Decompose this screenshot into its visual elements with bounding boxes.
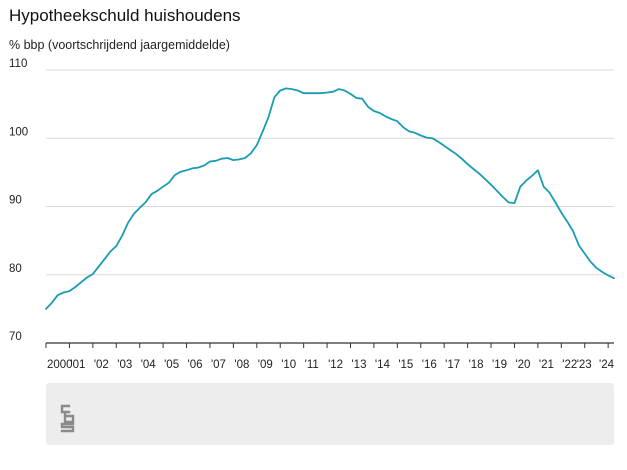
x-tick-label: '12: [328, 359, 343, 371]
chart-title: Hypotheekschuld huishoudens: [9, 6, 241, 25]
y-tick-label: 90: [9, 195, 22, 207]
x-tick-label: '07: [211, 359, 226, 371]
x-tick-label: '03: [117, 359, 132, 371]
y-axis-tick-labels: 70 80 90 100 110: [9, 58, 28, 343]
x-tick-label: '02: [94, 359, 109, 371]
x-tick-label: '23: [577, 359, 592, 371]
series-lines: [45, 87, 615, 310]
x-tick-label: '14: [375, 359, 391, 371]
x-tick-label: '21: [539, 359, 554, 371]
x-tick-label: '19: [492, 359, 507, 371]
x-tick-label: '05: [164, 359, 179, 371]
y-tick-label: 110: [9, 58, 27, 70]
x-tick-label: '01: [70, 359, 85, 371]
x-tick-label: 2000: [47, 359, 73, 371]
y-tick-label: 80: [9, 263, 22, 275]
x-tick-label: '17: [445, 359, 460, 371]
series-line: [45, 87, 615, 310]
x-tick-label: '18: [469, 359, 484, 371]
cbs-logo-icon: [60, 404, 75, 433]
y-tick-label: 100: [9, 126, 28, 138]
x-tick-label: '08: [234, 359, 249, 371]
line-chart: 70 80 90 100 110 2000'01 '02 '03 '04 '05 '06 '07 '0…: [9, 58, 615, 371]
x-axis-tick-labels: 2000'01 '02 '03 '04 '05 '06 '07 '08 '09 '10 '11 '12…: [47, 359, 615, 371]
x-tick-label: '04: [141, 359, 157, 371]
x-tick-label: '16: [422, 359, 437, 371]
x-tick-label: '13: [351, 359, 366, 371]
grid-lines: [45, 69, 614, 348]
y-tick-label: 70: [9, 331, 22, 343]
x-tick-label: '22: [562, 359, 577, 371]
x-tick-label: '20: [515, 359, 530, 371]
x-tick-label: '06: [188, 359, 203, 371]
chart-subtitle: % bbp (voortschrijdend jaargemiddelde): [9, 38, 230, 52]
x-tick-label: '10: [281, 359, 296, 371]
footer-panel: [46, 383, 614, 445]
x-tick-label: '09: [258, 359, 273, 371]
x-tick-label: '11: [305, 359, 319, 371]
x-tick-label: '24: [599, 359, 615, 371]
x-tick-label: '15: [398, 359, 413, 371]
